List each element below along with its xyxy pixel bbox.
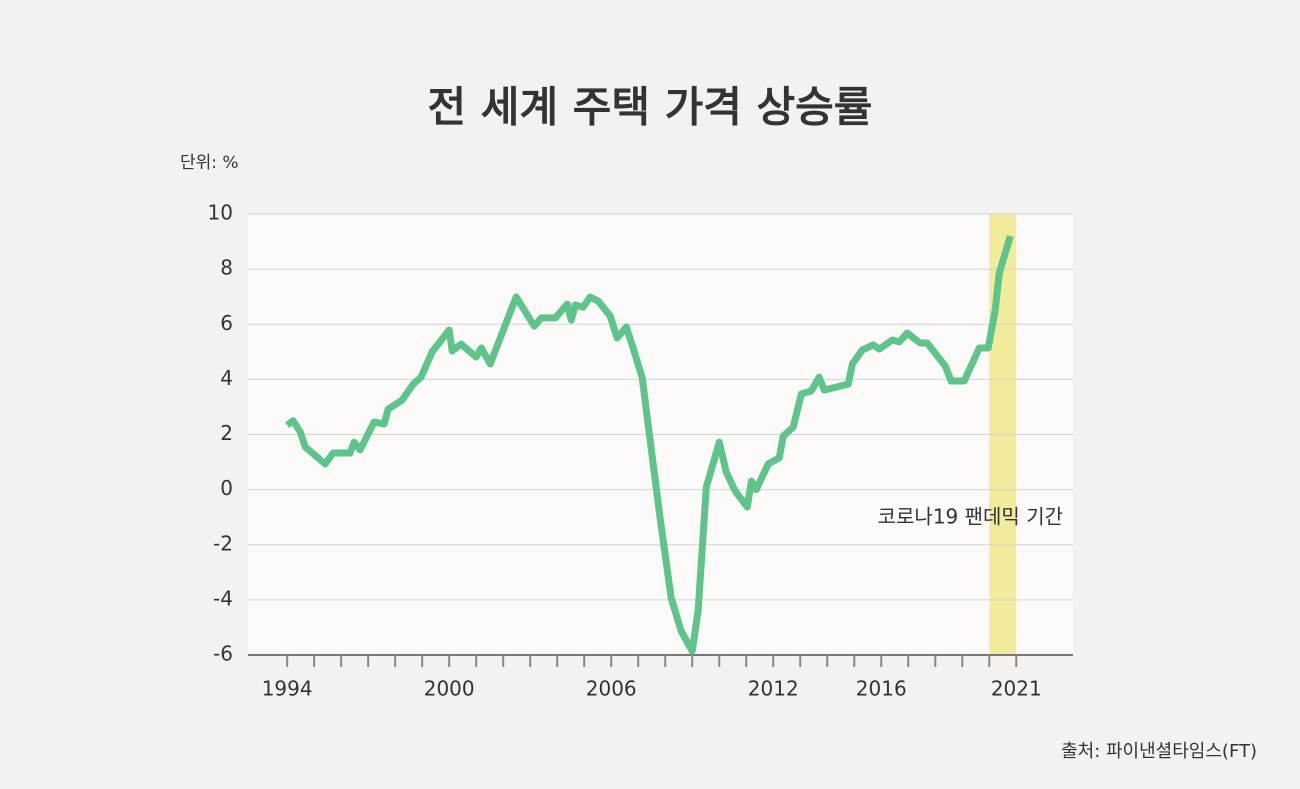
- y-tick-label: 8: [220, 256, 233, 280]
- annotation: 코로나19 팬데믹 기간: [878, 505, 1063, 529]
- unit-label: 단위: %: [180, 153, 239, 173]
- x-tick-label: 1994: [262, 677, 313, 701]
- source: 출처: 파이낸셜타임스(FT): [1061, 741, 1257, 762]
- y-tick-label: 2: [220, 421, 233, 445]
- y-tick-label: 6: [220, 311, 233, 335]
- x-tick-label: 2006: [586, 677, 637, 701]
- y-tick-label: 4: [220, 366, 233, 390]
- data-line: [285, 235, 1014, 655]
- x-tick-label: 2016: [856, 677, 907, 701]
- y-tick-label: -4: [213, 586, 233, 610]
- y-tick-label: -6: [213, 642, 233, 666]
- x-tick-label: 2021: [991, 677, 1042, 701]
- chart-title: 전 세계 주택 가격 상승률: [428, 83, 873, 132]
- y-tick-label: 10: [208, 201, 233, 225]
- x-tick-label: 2000: [424, 677, 475, 701]
- y-tick-label: -2: [213, 531, 233, 555]
- x-tick-label: 2012: [748, 677, 799, 701]
- y-tick-label: 0: [220, 476, 233, 500]
